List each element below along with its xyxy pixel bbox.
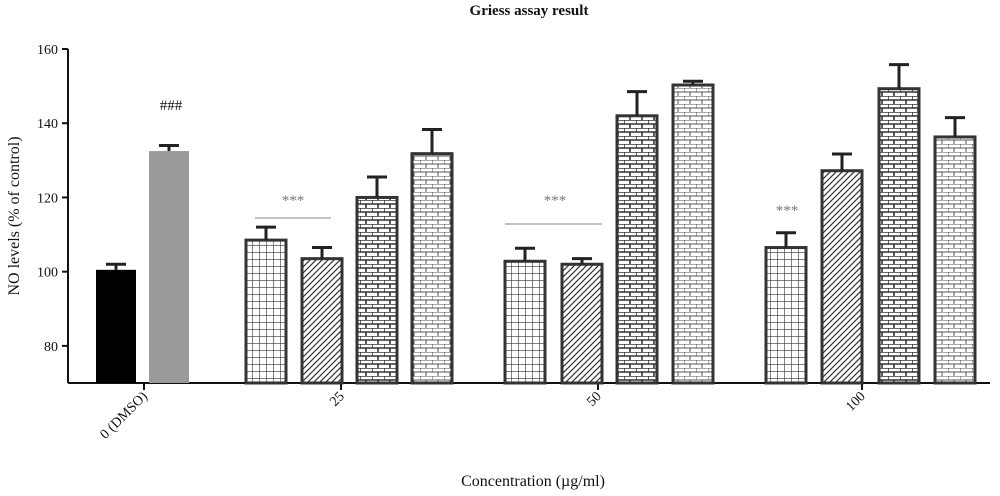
chart-title: Griess assay result bbox=[470, 3, 589, 19]
significance-label: *** bbox=[776, 203, 799, 219]
bar bbox=[615, 114, 659, 385]
x-tick-label: 0 (DMSO) bbox=[98, 389, 151, 442]
significance-label: ### bbox=[160, 98, 183, 114]
annotations: ### *** *** *** bbox=[160, 98, 799, 225]
y-tick-label: 100 bbox=[37, 266, 58, 281]
significance-label: *** bbox=[282, 193, 305, 209]
bar bbox=[820, 169, 864, 385]
bar bbox=[410, 152, 454, 385]
y-axis-label: NO levels (% of control) bbox=[6, 136, 23, 295]
bar bbox=[671, 83, 715, 385]
bar bbox=[560, 262, 604, 385]
bar bbox=[933, 135, 977, 385]
x-tick-label: 50 bbox=[584, 389, 605, 410]
significance-label: *** bbox=[544, 193, 567, 209]
y-tick-label: 80 bbox=[44, 340, 58, 355]
bar bbox=[96, 269, 136, 383]
bar bbox=[244, 238, 288, 385]
bar bbox=[355, 195, 399, 385]
x-tick-label: 100 bbox=[843, 389, 868, 414]
x-tick-label: 25 bbox=[327, 389, 348, 410]
bar bbox=[503, 259, 547, 385]
y-tick-label: 120 bbox=[37, 191, 58, 206]
bars bbox=[96, 63, 977, 385]
bar bbox=[877, 87, 921, 385]
x-axis-label: Concentration (µg/ml) bbox=[461, 473, 605, 490]
y-tick-label: 140 bbox=[37, 117, 58, 132]
bar bbox=[300, 257, 344, 385]
y-tick-label: 160 bbox=[37, 43, 58, 58]
bar bbox=[764, 246, 808, 385]
bar bbox=[149, 151, 189, 383]
